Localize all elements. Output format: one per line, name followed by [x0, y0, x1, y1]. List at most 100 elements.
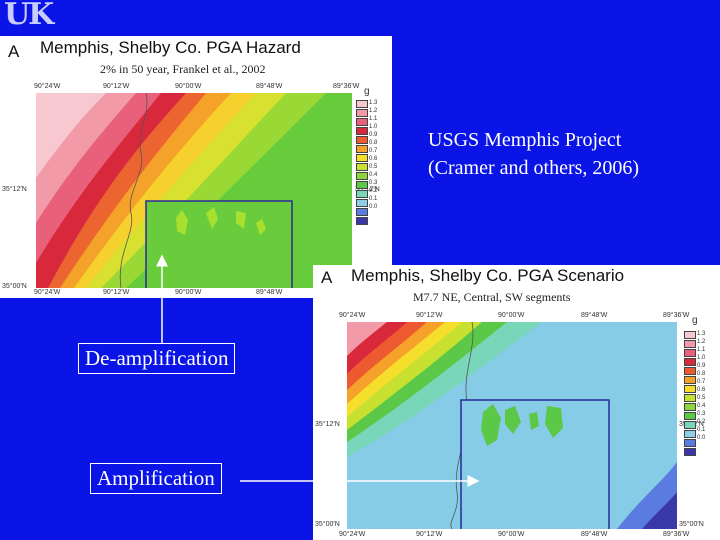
- panel-subtitle: M7.7 NE, Central, SW segments: [413, 290, 571, 304]
- legend-swatch: [356, 217, 368, 225]
- top-tick: 89°48'W: [581, 312, 608, 319]
- legend-swatch: [684, 385, 696, 393]
- top-tick: 89°36'W: [333, 83, 360, 90]
- legend-swatch: [684, 448, 696, 456]
- legend-label: 0.8: [697, 371, 706, 377]
- legend-label: 1.3: [697, 331, 706, 337]
- legend-swatch: [356, 163, 368, 171]
- legend-label: 0.5: [697, 395, 706, 401]
- bottom-tick: 89°48'W: [256, 289, 283, 296]
- legend-label: 0.1: [697, 427, 706, 433]
- hazard-map-panel: A Memphis, Shelby Co. PGA Hazard 2% in 5…: [0, 36, 392, 298]
- top-tick: 90°12'W: [103, 83, 130, 90]
- legend-label: 1.2: [369, 108, 378, 114]
- legend-swatch: [684, 394, 696, 402]
- legend-label: 0.7: [697, 379, 706, 385]
- legend-swatch: [356, 136, 368, 144]
- legend-swatch: [684, 376, 696, 384]
- bottom-tick: 89°48'W: [581, 531, 608, 538]
- legend-label: 0.8: [369, 140, 378, 146]
- left-tick: 35°00'N: [315, 521, 340, 528]
- top-tick: 89°48'W: [256, 83, 283, 90]
- legend-label: 0.1: [369, 196, 378, 202]
- legend-swatch: [356, 190, 368, 198]
- bottom-tick: 90°00'W: [498, 531, 525, 538]
- legend-swatch: [356, 199, 368, 207]
- legend-swatch: [684, 340, 696, 348]
- left-tick: 35°00'N: [2, 283, 27, 290]
- legend-label: 1.2: [697, 339, 706, 345]
- legend-swatch: [684, 331, 696, 339]
- legend-label: 0.2: [697, 419, 706, 425]
- legend-swatch: [684, 412, 696, 420]
- legend-label: 1.1: [369, 116, 378, 122]
- panel-letter: A: [8, 42, 20, 61]
- top-tick: 90°00'W: [498, 312, 525, 319]
- project-line-1: USGS Memphis Project: [428, 129, 622, 151]
- top-tick: 90°12'W: [416, 312, 443, 319]
- top-tick: 89°36'W: [663, 312, 690, 319]
- amplification-label: Amplification: [90, 463, 222, 494]
- top-tick: 90°24'W: [339, 312, 366, 319]
- uk-logo: UK: [4, 0, 54, 32]
- legend-label: 0.3: [697, 411, 706, 417]
- left-tick: 35°12'N: [2, 186, 27, 193]
- legend-label: 1.3: [369, 100, 378, 106]
- bottom-tick: 90°00'W: [175, 289, 202, 296]
- panel-title: Memphis, Shelby Co. PGA Scenario: [351, 266, 625, 285]
- right-tick: 35°00'N: [679, 521, 704, 528]
- legend-swatch: [684, 403, 696, 411]
- scenario-map-panel: A Memphis, Shelby Co. PGA Scenario M7.7 …: [313, 265, 720, 540]
- legend-label: 0.7: [369, 148, 378, 154]
- panel-title: Memphis, Shelby Co. PGA Hazard: [40, 38, 301, 57]
- scenario-map: [347, 322, 677, 529]
- legend-unit: g: [692, 315, 698, 326]
- legend-swatch: [356, 118, 368, 126]
- legend-swatch: [684, 439, 696, 447]
- left-tick: 35°12'N: [315, 421, 340, 428]
- scenario-legend: 1.3 1.2 1.1 1.0 0.9 0.8 0.7 0.6 0.5 0.4 …: [684, 316, 705, 457]
- legend-label: 0.0: [369, 204, 378, 210]
- bottom-tick: 90°24'W: [339, 531, 366, 538]
- bottom-tick: 90°12'W: [416, 531, 443, 538]
- legend-swatch: [356, 109, 368, 117]
- legend-swatch: [356, 145, 368, 153]
- legend-label: 1.0: [369, 124, 378, 130]
- hazard-map: [36, 93, 352, 288]
- legend-label: 0.6: [369, 156, 378, 162]
- legend-swatch: [684, 421, 696, 429]
- legend-label: 0.6: [697, 387, 706, 393]
- panel-subtitle: 2% in 50 year, Frankel et al., 2002: [100, 62, 266, 76]
- top-tick: 90°00'W: [175, 83, 202, 90]
- legend-swatch: [356, 181, 368, 189]
- legend-swatch: [356, 154, 368, 162]
- bottom-tick: 90°12'W: [103, 289, 130, 296]
- project-line-2: (Cramer and others, 2006): [428, 157, 640, 179]
- legend-label: 0.3: [369, 180, 378, 186]
- legend-swatch: [684, 349, 696, 357]
- bottom-tick: 89°36'W: [663, 531, 690, 538]
- legend-label: 0.2: [369, 188, 378, 194]
- legend-label: 1.0: [697, 355, 706, 361]
- right-tick: 35°12'N: [355, 186, 380, 193]
- legend-label: 0.0: [697, 435, 706, 441]
- legend-swatch: [684, 358, 696, 366]
- project-caption: USGS Memphis Project (Cramer and others,…: [428, 126, 639, 182]
- legend-label: 1.1: [697, 347, 706, 353]
- deamplification-label: De-amplification: [78, 343, 236, 374]
- legend-label: 0.9: [697, 363, 706, 369]
- hazard-legend: 1.3 1.2 1.1 1.0 0.9 0.8 0.7 0.6 0.5 0.4 …: [356, 87, 377, 226]
- legend-label: 0.4: [697, 403, 706, 409]
- legend-swatch: [684, 430, 696, 438]
- legend-swatch: [356, 100, 368, 108]
- legend-swatch: [356, 208, 368, 216]
- legend-label: 0.9: [369, 132, 378, 138]
- panel-letter: A: [321, 268, 333, 287]
- legend-label: 0.4: [369, 172, 378, 178]
- bottom-tick: 90°24'W: [34, 289, 61, 296]
- legend-label: 0.5: [369, 164, 378, 170]
- legend-swatch: [356, 127, 368, 135]
- legend-swatch: [684, 367, 696, 375]
- legend-unit: g: [364, 86, 370, 97]
